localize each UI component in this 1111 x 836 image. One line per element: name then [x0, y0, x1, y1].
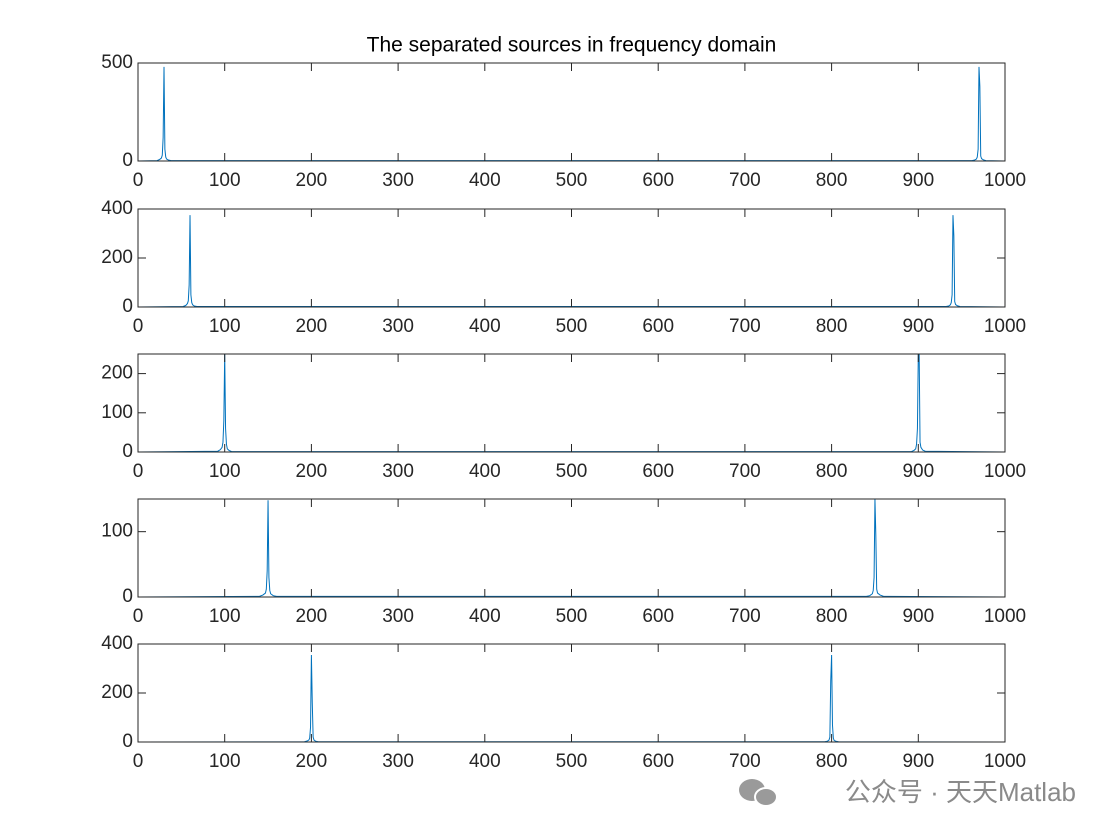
- x-tick-label: 600: [642, 170, 674, 191]
- axes-box: [137, 208, 1006, 308]
- x-tick-label: 800: [816, 461, 848, 482]
- x-tick-label: 300: [382, 606, 414, 627]
- y-tick-label: 200: [101, 682, 133, 703]
- icon-bubble: [754, 787, 778, 807]
- x-tick-label: 400: [469, 316, 501, 337]
- x-tick-label: 700: [729, 751, 761, 772]
- x-tick-label: 1000: [984, 461, 1026, 482]
- y-tick-label: 200: [101, 363, 133, 384]
- x-tick-label: 800: [816, 751, 848, 772]
- x-tick-label: 800: [816, 170, 848, 191]
- y-tick-label: 200: [101, 247, 133, 268]
- x-tick-label: 900: [902, 461, 934, 482]
- x-tick-label: 200: [296, 751, 328, 772]
- watermark: 公众号 · 天天Matlab: [845, 777, 1076, 807]
- x-tick-label: 400: [469, 751, 501, 772]
- x-tick-label: 500: [556, 316, 588, 337]
- x-tick-label: 100: [209, 316, 241, 337]
- x-tick-label: 300: [382, 751, 414, 772]
- x-tick-label: 0: [133, 316, 144, 337]
- plot-area: [138, 354, 1005, 452]
- y-tick-label: 100: [101, 521, 133, 542]
- axes-box: [137, 643, 1006, 743]
- x-tick-label: 800: [816, 316, 848, 337]
- axes-box: [137, 353, 1006, 453]
- axes-box: [137, 62, 1006, 162]
- plot-area: [138, 644, 1005, 742]
- x-tick-label: 1000: [984, 751, 1026, 772]
- y-tick-label: 100: [101, 402, 133, 423]
- x-tick-label: 1000: [984, 606, 1026, 627]
- x-tick-label: 600: [642, 751, 674, 772]
- x-tick-label: 900: [902, 751, 934, 772]
- x-tick-label: 200: [296, 606, 328, 627]
- x-tick-label: 400: [469, 461, 501, 482]
- x-tick-label: 700: [729, 606, 761, 627]
- x-tick-label: 600: [642, 316, 674, 337]
- x-tick-label: 0: [133, 461, 144, 482]
- x-tick-label: 300: [382, 170, 414, 191]
- y-tick-label: 0: [122, 296, 133, 317]
- x-tick-label: 600: [642, 461, 674, 482]
- x-tick-label: 100: [209, 751, 241, 772]
- x-tick-label: 700: [729, 170, 761, 191]
- x-tick-label: 600: [642, 606, 674, 627]
- chart-title: The separated sources in frequency domai…: [367, 34, 777, 57]
- x-tick-label: 0: [133, 170, 144, 191]
- x-tick-label: 400: [469, 170, 501, 191]
- x-tick-label: 200: [296, 316, 328, 337]
- y-tick-label: 0: [122, 731, 133, 752]
- watermark-icon: [739, 779, 778, 807]
- x-tick-label: 1000: [984, 170, 1026, 191]
- y-tick-label: 0: [122, 586, 133, 607]
- x-tick-label: 0: [133, 606, 144, 627]
- x-tick-label: 500: [556, 170, 588, 191]
- x-tick-label: 1000: [984, 316, 1026, 337]
- x-tick-label: 500: [556, 461, 588, 482]
- y-tick-label: 0: [122, 441, 133, 462]
- y-tick-label: 400: [101, 633, 133, 654]
- y-tick-label: 500: [101, 52, 133, 73]
- x-tick-label: 900: [902, 170, 934, 191]
- x-tick-label: 200: [296, 170, 328, 191]
- x-tick-label: 900: [902, 316, 934, 337]
- x-tick-label: 100: [209, 606, 241, 627]
- x-tick-label: 900: [902, 606, 934, 627]
- x-tick-label: 300: [382, 461, 414, 482]
- plot-area: [138, 63, 1005, 161]
- x-tick-label: 200: [296, 461, 328, 482]
- plot-area: [138, 209, 1005, 307]
- x-tick-label: 500: [556, 751, 588, 772]
- axes-box: [137, 498, 1006, 598]
- x-tick-label: 0: [133, 751, 144, 772]
- x-tick-label: 100: [209, 170, 241, 191]
- x-tick-label: 400: [469, 606, 501, 627]
- x-tick-label: 500: [556, 606, 588, 627]
- x-tick-label: 800: [816, 606, 848, 627]
- x-tick-label: 100: [209, 461, 241, 482]
- x-tick-label: 700: [729, 461, 761, 482]
- y-tick-label: 400: [101, 198, 133, 219]
- plot-area: [138, 499, 1005, 597]
- y-tick-label: 0: [122, 150, 133, 171]
- x-tick-label: 300: [382, 316, 414, 337]
- x-tick-label: 700: [729, 316, 761, 337]
